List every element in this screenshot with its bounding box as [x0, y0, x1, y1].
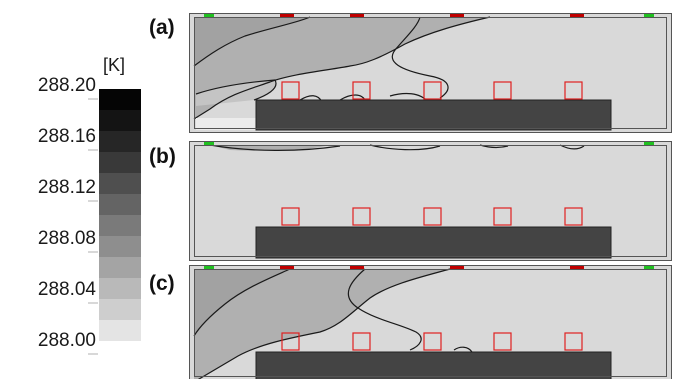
- panel-b: [189, 141, 672, 261]
- isotherm-contour: [195, 79, 277, 101]
- sensor-box: [281, 81, 300, 100]
- isotherm-contour: [369, 144, 441, 151]
- sensor-box: [423, 332, 442, 351]
- colorbar-step: [99, 236, 141, 257]
- inlet-marker: [204, 14, 214, 17]
- inlet-marker: [204, 266, 214, 269]
- panel-label-a: (a): [149, 16, 175, 39]
- warm-region-core: [194, 17, 310, 66]
- heat-source-mark: [350, 266, 364, 270]
- isotherm-contour: [197, 268, 451, 379]
- colorbar-tick-label: 288.20: [37, 75, 96, 96]
- colorbar-step: [99, 299, 141, 320]
- colorbar-tick-label: 288.04: [37, 279, 96, 300]
- isotherm-contour: [347, 268, 422, 351]
- sensor-group: [281, 207, 583, 226]
- obstacle-block: [255, 99, 612, 131]
- warm-region: [194, 17, 490, 119]
- colorbar-tick-line: [88, 251, 98, 253]
- sensor-group: [281, 332, 583, 351]
- isotherm-contour: [391, 16, 449, 99]
- inlet-marker: [204, 142, 214, 145]
- sensor-box: [493, 81, 512, 100]
- panel-a: [189, 13, 672, 133]
- colorbar-step: [99, 320, 141, 341]
- sensor-box: [564, 81, 583, 100]
- colorbar-step: [99, 173, 141, 194]
- isotherm-contour: [193, 16, 491, 120]
- panel-c-field: [190, 266, 671, 379]
- sensor-box: [281, 207, 300, 226]
- colorbar-step: [99, 131, 141, 152]
- heat-source-mark: [570, 14, 584, 18]
- inlet-group: [204, 142, 654, 145]
- panel-label-b: (b): [149, 145, 176, 168]
- sensor-group: [281, 81, 583, 100]
- panel-b-field: [190, 142, 671, 260]
- cool-region: [196, 118, 256, 130]
- warm-region: [194, 269, 450, 379]
- panel-c: [189, 265, 672, 379]
- inlet-marker: [644, 266, 654, 269]
- sensor-box: [564, 332, 583, 351]
- heat-source-mark: [570, 266, 584, 270]
- sensor-box: [352, 207, 371, 226]
- isotherm-contour: [453, 346, 473, 353]
- heat-source-mark: [450, 266, 464, 270]
- sensor-box: [423, 207, 442, 226]
- inlet-marker: [644, 14, 654, 17]
- colorbar-tick-line: [88, 302, 98, 304]
- heat-source-mark: [280, 14, 294, 18]
- colorbar-step: [99, 89, 141, 110]
- panel-a-field: [190, 14, 671, 132]
- sensor-box: [423, 81, 442, 100]
- sensor-box: [493, 207, 512, 226]
- colorbar: [99, 89, 141, 341]
- panel-label-c: (c): [149, 272, 175, 295]
- colorbar-tick-line: [88, 353, 98, 355]
- colorbar-tick-line: [88, 200, 98, 202]
- colorbar-tick-label: 288.00: [37, 330, 96, 351]
- heat-source-group: [280, 266, 584, 270]
- heat-source-mark: [280, 266, 294, 270]
- sensor-box: [564, 207, 583, 226]
- obstacle-block: [255, 226, 612, 259]
- colorbar-step: [99, 110, 141, 131]
- colorbar-step: [99, 257, 141, 278]
- colorbar-tick-label: 288.12: [37, 177, 96, 198]
- inlet-marker: [644, 142, 654, 145]
- heat-source-mark: [450, 14, 464, 18]
- sensor-box: [352, 332, 371, 351]
- colorbar-tick-label: 288.16: [37, 126, 96, 147]
- isotherm-contour: [193, 268, 291, 337]
- colorbar-step: [99, 194, 141, 215]
- heat-source-mark: [350, 14, 364, 18]
- colorbar-step: [99, 152, 141, 173]
- sensor-box: [281, 332, 300, 351]
- isotherm-contour: [559, 144, 585, 150]
- obstacle-block: [255, 351, 612, 379]
- colorbar-step: [99, 278, 141, 299]
- isotherm-contour: [209, 144, 341, 151]
- colorbar-tick-line: [88, 149, 98, 151]
- colorbar-unit: [K]: [103, 55, 126, 75]
- sensor-box: [493, 332, 512, 351]
- inlet-group: [204, 14, 654, 17]
- inlet-group: [204, 266, 654, 269]
- colorbar-tick-label: 288.08: [37, 228, 96, 249]
- heat-source-group: [280, 14, 584, 18]
- colorbar-step: [99, 215, 141, 236]
- sensor-box: [352, 81, 371, 100]
- warm-region-core: [194, 269, 290, 336]
- isotherm-contour: [193, 16, 311, 67]
- colorbar-tick-line: [88, 98, 98, 100]
